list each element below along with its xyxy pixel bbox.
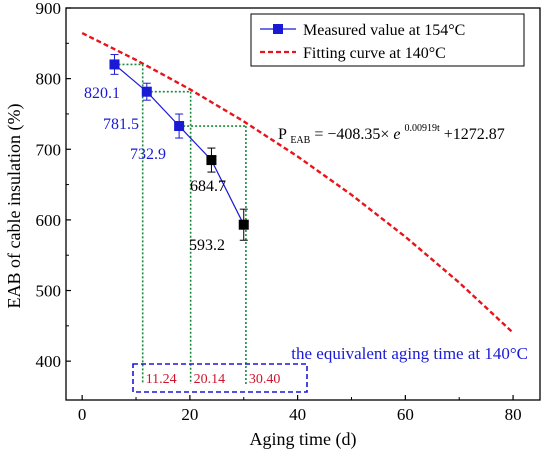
y-tick-label: 900 xyxy=(36,0,62,18)
x-tick-label: 0 xyxy=(78,405,87,424)
equation-tail: +1272.87 xyxy=(444,126,505,143)
data-label: 781.5 xyxy=(103,116,139,133)
x-axis-label: Aging time (d) xyxy=(250,429,357,450)
fit-equation: P EAB = −408.35× e 0.00919t +1272.87 xyxy=(278,118,505,147)
legend-box xyxy=(250,13,525,67)
equivalent-time-caption: the equivalent aging time at 140°C xyxy=(291,344,528,363)
axis-ticks: 0 20 40 60 80 400 500 600 700 800 900 xyxy=(36,0,522,424)
data-label: 820.1 xyxy=(84,85,120,102)
y-tick-label: 400 xyxy=(36,352,62,371)
equation-lhs-subscript: EAB xyxy=(290,135,310,146)
measured-series-line xyxy=(114,63,245,225)
legend: Measured value at 154°C Fitting curve at… xyxy=(250,13,525,67)
y-tick-label: 600 xyxy=(36,211,62,230)
equation-base: e xyxy=(393,126,400,143)
equivalent-time-guides: 11.24 20.14 30.40 xyxy=(114,63,308,393)
svg-text:P EAB = −408.35×: P EAB = −408.35× e 0.00919t +1272.87 xyxy=(278,118,505,147)
data-point xyxy=(141,86,152,97)
x-tick-label: 40 xyxy=(289,405,306,424)
equivalent-time-label: 11.24 xyxy=(146,372,177,387)
y-tick-label: 800 xyxy=(36,70,62,89)
data-point xyxy=(238,219,249,230)
equation-exponent: 0.00919t xyxy=(405,123,441,134)
y-axis-label: EAB of cable insulation (%) xyxy=(4,104,25,309)
x-tick-label: 60 xyxy=(397,405,414,424)
fit-curve-line xyxy=(81,31,514,334)
equivalent-time-box xyxy=(132,363,308,393)
data-label: 732.9 xyxy=(130,146,166,163)
data-point xyxy=(206,155,217,166)
legend-label-measured: Measured value at 154°C xyxy=(303,22,465,39)
data-point xyxy=(109,59,120,70)
measured-series-layer: 820.1 781.5 732.9 684.7 593.2 xyxy=(84,54,249,254)
data-point xyxy=(174,121,185,132)
data-label: 684.7 xyxy=(190,178,226,195)
x-tick-label: 80 xyxy=(505,405,522,424)
legend-label-fitting: Fitting curve at 140°C xyxy=(303,45,446,62)
y-tick-label: 500 xyxy=(36,282,62,301)
equivalent-time-label: 30.40 xyxy=(249,372,281,387)
equation-lhs: P xyxy=(278,126,287,143)
fit-curve-layer xyxy=(81,31,514,334)
y-tick-label: 700 xyxy=(36,140,62,159)
equation-middle: = −408.35× xyxy=(314,126,389,143)
equivalent-time-label: 20.14 xyxy=(194,372,226,387)
x-tick-label: 20 xyxy=(181,405,198,424)
plot-border xyxy=(65,7,541,401)
legend-marker-measured xyxy=(273,24,283,34)
data-label: 593.2 xyxy=(189,237,225,254)
plot-area xyxy=(65,7,541,401)
